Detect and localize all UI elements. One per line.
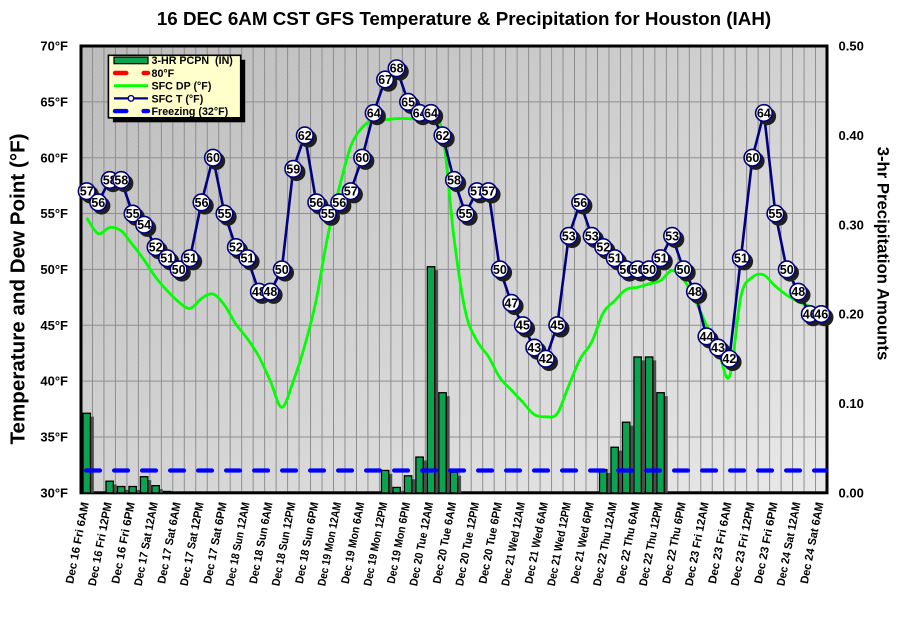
svg-text:56: 56 (194, 196, 208, 210)
svg-text:55: 55 (458, 207, 472, 221)
svg-text:46: 46 (814, 308, 828, 322)
svg-text:Temperature and Dew Point (°F): Temperature and Dew Point (°F) (7, 133, 30, 444)
svg-text:16 DEC 6AM CST GFS Temperature: 16 DEC 6AM CST GFS Temperature & Precipi… (157, 8, 771, 29)
svg-text:65: 65 (401, 95, 415, 109)
svg-text:55°F: 55°F (40, 206, 68, 221)
svg-text:SFC T (°F): SFC T (°F) (152, 93, 204, 105)
svg-text:0.10: 0.10 (839, 396, 864, 411)
svg-text:59: 59 (286, 162, 300, 176)
svg-text:45: 45 (550, 319, 564, 333)
svg-text:50: 50 (780, 263, 794, 277)
svg-text:0.40: 0.40 (839, 128, 864, 143)
svg-text:0.00: 0.00 (839, 485, 864, 500)
svg-text:48: 48 (688, 285, 702, 299)
svg-text:45: 45 (516, 319, 530, 333)
svg-text:68: 68 (390, 62, 404, 76)
svg-text:55: 55 (321, 207, 335, 221)
svg-text:51: 51 (240, 252, 254, 266)
svg-text:58: 58 (447, 173, 461, 187)
svg-text:0.20: 0.20 (839, 307, 864, 322)
svg-text:55: 55 (217, 207, 231, 221)
svg-text:70°F: 70°F (40, 39, 68, 54)
svg-text:57: 57 (344, 185, 358, 199)
svg-text:SFC DP (°F): SFC DP (°F) (152, 81, 212, 93)
svg-text:52: 52 (596, 241, 610, 255)
svg-text:80°F: 80°F (152, 68, 175, 80)
svg-text:43: 43 (711, 341, 725, 355)
svg-text:47: 47 (504, 296, 518, 310)
svg-text:64: 64 (367, 106, 381, 120)
svg-text:55: 55 (126, 207, 140, 221)
svg-text:51: 51 (183, 252, 197, 266)
svg-text:56: 56 (573, 196, 587, 210)
svg-text:50: 50 (642, 263, 656, 277)
svg-text:56: 56 (309, 196, 323, 210)
svg-text:60: 60 (206, 151, 220, 165)
svg-text:51: 51 (654, 252, 668, 266)
svg-text:64: 64 (424, 106, 438, 120)
svg-text:35°F: 35°F (40, 430, 68, 445)
svg-text:53: 53 (562, 229, 576, 243)
svg-text:45°F: 45°F (40, 318, 68, 333)
svg-text:50: 50 (493, 263, 507, 277)
svg-text:42: 42 (539, 352, 553, 366)
svg-text:51: 51 (734, 252, 748, 266)
svg-text:55: 55 (768, 207, 782, 221)
svg-text:51: 51 (608, 252, 622, 266)
svg-text:42: 42 (722, 352, 736, 366)
svg-text:30°F: 30°F (40, 485, 68, 500)
svg-text:50°F: 50°F (40, 262, 68, 277)
svg-text:53: 53 (665, 229, 679, 243)
svg-text:60: 60 (355, 151, 369, 165)
svg-text:56: 56 (332, 196, 346, 210)
svg-text:43: 43 (527, 341, 541, 355)
svg-text:64: 64 (757, 106, 771, 120)
svg-text:52: 52 (149, 241, 163, 255)
svg-text:0.50: 0.50 (839, 39, 864, 54)
svg-text:52: 52 (229, 241, 243, 255)
svg-text:0.30: 0.30 (839, 217, 864, 232)
svg-text:3-hr Precipitation Amounts: 3-hr Precipitation Amounts (874, 147, 893, 361)
svg-text:40°F: 40°F (40, 374, 68, 389)
svg-text:54: 54 (137, 218, 151, 232)
svg-text:62: 62 (298, 129, 312, 143)
svg-text:50: 50 (172, 263, 186, 277)
svg-text:57: 57 (80, 185, 94, 199)
svg-text:67: 67 (378, 73, 392, 87)
svg-text:3-HR PCPN (IN): 3-HR PCPN (IN) (152, 55, 234, 67)
svg-text:65°F: 65°F (40, 95, 68, 110)
svg-text:50: 50 (676, 263, 690, 277)
svg-text:62: 62 (435, 129, 449, 143)
svg-text:51: 51 (160, 252, 174, 266)
svg-text:53: 53 (585, 229, 599, 243)
svg-text:60: 60 (745, 151, 759, 165)
svg-text:56: 56 (91, 196, 105, 210)
svg-text:57: 57 (481, 185, 495, 199)
svg-text:Freezing (32°F): Freezing (32°F) (152, 106, 229, 118)
svg-text:44: 44 (699, 330, 713, 344)
svg-text:48: 48 (263, 285, 277, 299)
svg-text:48: 48 (791, 285, 805, 299)
svg-text:60°F: 60°F (40, 150, 68, 165)
svg-text:50: 50 (275, 263, 289, 277)
svg-text:58: 58 (114, 173, 128, 187)
